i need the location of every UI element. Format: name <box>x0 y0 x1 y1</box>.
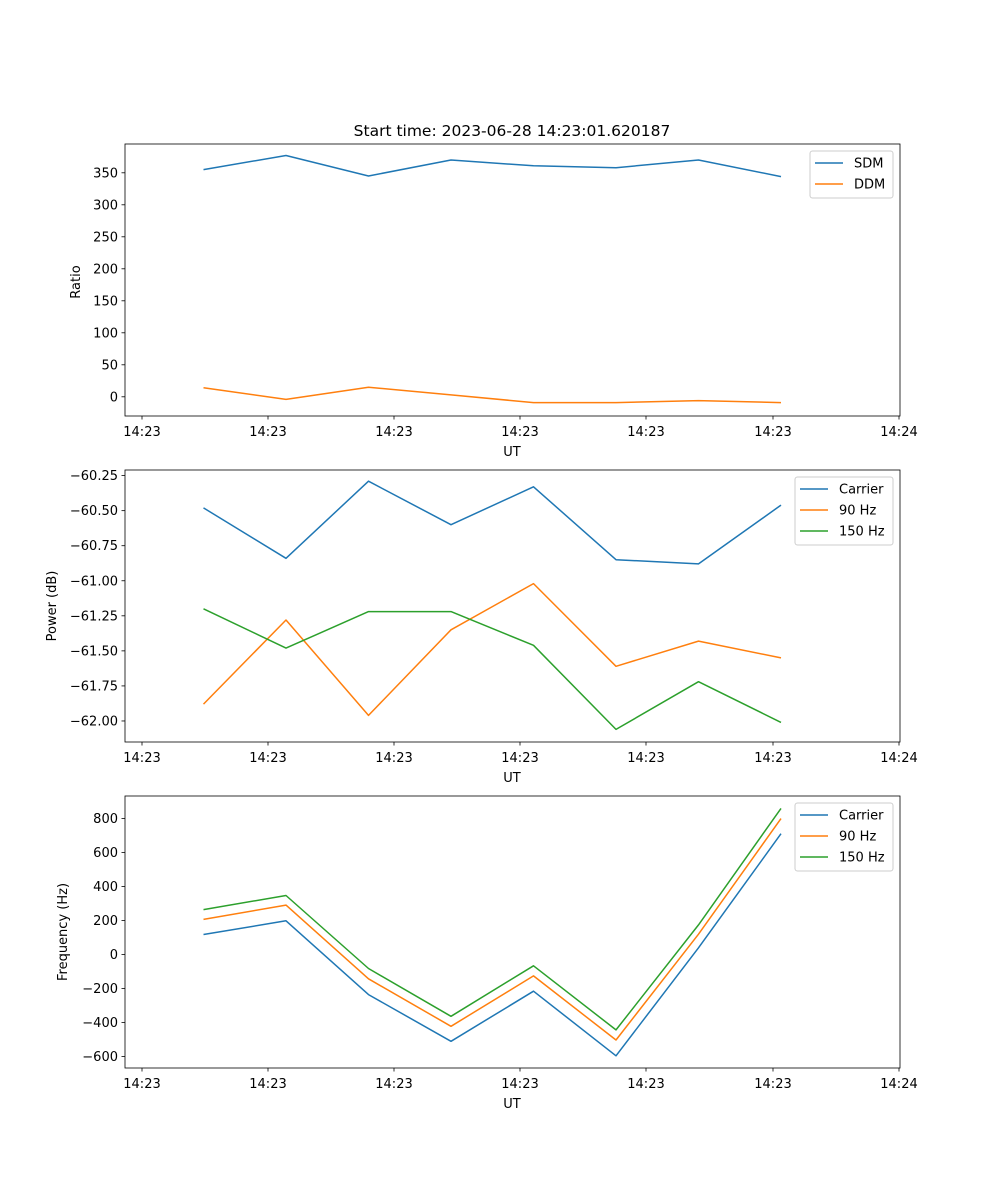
frequency-y-tick-label: 200 <box>93 914 118 929</box>
power-y-tick-label: −60.25 <box>70 469 118 484</box>
ratio-y-tick-label: 50 <box>101 358 118 373</box>
frequency-series-line-1 <box>203 818 782 1041</box>
ratio-legend-label-0: SDM <box>854 157 883 172</box>
frequency-series-line-0 <box>203 833 782 1057</box>
frequency-axes-frame <box>124 795 901 1069</box>
power-series-line-2 <box>203 608 782 731</box>
frequency-x-tick-label: 14:23 <box>249 1077 286 1092</box>
frequency-x-tick-label: 14:24 <box>880 1077 917 1092</box>
frequency-x-tick-label: 14:23 <box>123 1077 160 1092</box>
power-legend-label-0: Carrier <box>839 483 884 498</box>
power-x-tick-label: 14:23 <box>501 751 538 766</box>
power-y-tick-label: −61.00 <box>70 574 118 589</box>
frequency-legend-label-2: 150 Hz <box>839 851 885 866</box>
power-panel: −62.00 −61.75 −61.50 −61.25 −61.00 −60.75 −60.… <box>70 469 918 766</box>
power-x-tick-label: 14:23 <box>754 751 791 766</box>
ratio-y-tick-label: 200 <box>93 262 118 277</box>
ratio-y-tick-label: 350 <box>93 166 118 181</box>
power-y-tick-label: −60.50 <box>70 504 118 519</box>
power-series-line-1 <box>202 582 782 717</box>
power-series-line-0 <box>203 480 782 565</box>
ratio-x-tick-label: 14:24 <box>880 425 917 440</box>
power-y-tick-label: −61.25 <box>70 609 118 624</box>
frequency-panel-y-label: Frequency (Hz) <box>56 883 71 981</box>
ratio-y-tick-label: 150 <box>93 294 118 309</box>
frequency-y-tick-label: 600 <box>93 846 118 861</box>
ratio-x-tick-label: 14:23 <box>249 425 286 440</box>
frequency-legend-label-0: Carrier <box>839 809 884 824</box>
ratio-x-tick-label: 14:23 <box>375 425 412 440</box>
ratio-legend-label-1: DDM <box>854 178 885 193</box>
ratio-panel-x-label: UT <box>503 445 521 460</box>
ratio-panel: 0 50 100 150 200 250 300 350 14:23 14:23 14:23 14:2… <box>93 143 918 440</box>
power-panel-y-label: Power (dB) <box>45 571 60 642</box>
power-x-tick-label: 14:23 <box>627 751 664 766</box>
ratio-x-tick-label: 14:23 <box>123 425 160 440</box>
ratio-y-tick-label: 0 <box>110 390 118 405</box>
ratio-panel-y-label: Ratio <box>69 265 84 298</box>
frequency-x-tick-label: 14:23 <box>375 1077 412 1092</box>
frequency-y-tick-label: −400 <box>82 1016 118 1031</box>
ratio-x-tick-label: 14:23 <box>754 425 791 440</box>
frequency-x-tick-label: 14:23 <box>754 1077 791 1092</box>
ratio-series-line-0 <box>203 154 782 178</box>
frequency-legend-box <box>794 802 894 872</box>
ratio-x-tick-label: 14:23 <box>501 425 538 440</box>
power-legend: Carrier 90 Hz 150 Hz <box>794 476 894 546</box>
power-legend-label-2: 150 Hz <box>839 525 885 540</box>
power-y-tick-label: −62.00 <box>70 714 118 729</box>
power-x-tick-label: 14:24 <box>880 751 917 766</box>
frequency-panel-x-label: UT <box>503 1097 521 1112</box>
ratio-axes-frame <box>124 143 901 417</box>
frequency-legend-label-1: 90 Hz <box>839 830 876 845</box>
power-y-tick-label: −61.50 <box>70 644 118 659</box>
ratio-legend: SDM DDM <box>809 150 894 199</box>
frequency-y-tick-label: 0 <box>110 948 118 963</box>
power-x-tick-label: 14:23 <box>375 751 412 766</box>
frequency-y-tick-label: 400 <box>93 880 118 895</box>
frequency-x-tick-label: 14:23 <box>501 1077 538 1092</box>
frequency-y-tick-label: 800 <box>93 812 118 827</box>
power-panel-x-label: UT <box>503 771 521 786</box>
ratio-x-tick-label: 14:23 <box>627 425 664 440</box>
frequency-series-line-2 <box>203 807 782 1031</box>
power-legend-label-1: 90 Hz <box>839 504 876 519</box>
power-axes-frame <box>124 469 901 743</box>
ratio-y-tick-label: 300 <box>93 198 118 213</box>
frequency-y-tick-label: −600 <box>82 1050 118 1065</box>
power-legend-box <box>794 476 894 546</box>
power-y-tick-label: −60.75 <box>70 539 118 554</box>
power-x-tick-label: 14:23 <box>123 751 160 766</box>
ratio-y-tick-label: 100 <box>93 326 118 341</box>
frequency-y-tick-label: −200 <box>82 982 118 997</box>
ratio-y-tick-label: 250 <box>93 230 118 245</box>
frequency-legend: Carrier 90 Hz 150 Hz <box>794 802 894 872</box>
figure-title: Start time: 2023-06-28 14:23:01.620187 <box>354 122 671 140</box>
power-x-tick-label: 14:23 <box>249 751 286 766</box>
frequency-panel: −600 −400 −200 0 200 400 600 800 14:23 14:23 14:23… <box>82 795 918 1092</box>
power-y-tick-label: −61.75 <box>70 679 118 694</box>
frequency-x-tick-label: 14:23 <box>627 1077 664 1092</box>
ratio-series-line-1 <box>203 386 782 404</box>
